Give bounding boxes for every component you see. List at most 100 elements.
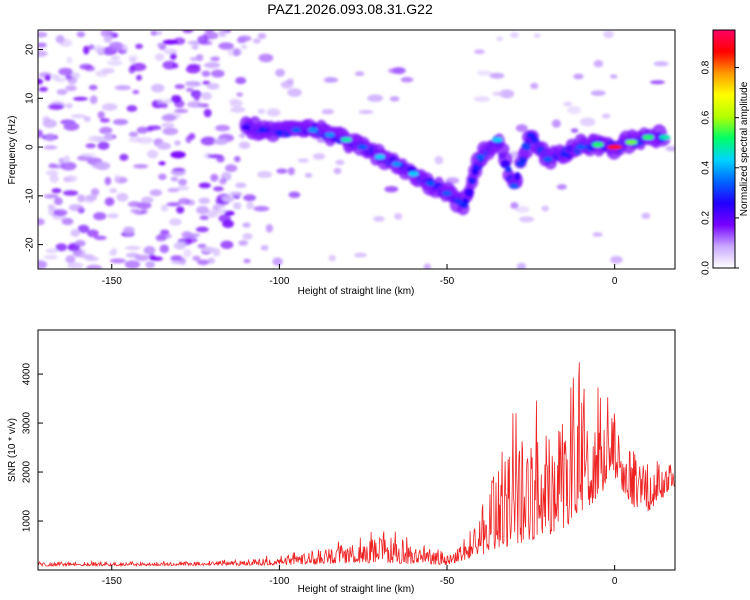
ridge-peak — [391, 161, 402, 167]
noise-blob — [65, 255, 76, 264]
noise-blob — [195, 226, 209, 233]
noise-blob — [130, 208, 141, 214]
noise-blob — [235, 77, 247, 85]
noise-blob — [38, 42, 47, 48]
noise-blob — [170, 176, 179, 182]
noise-blob — [220, 240, 234, 249]
noise-blob — [193, 92, 200, 101]
noise-blob — [150, 256, 163, 262]
noise-blob — [38, 218, 45, 226]
noise-blob — [155, 234, 167, 242]
noise-blob — [224, 210, 235, 216]
noise-blob — [198, 182, 211, 189]
noise-blob — [266, 108, 281, 117]
noise-blob — [157, 42, 164, 47]
noise-blob — [112, 118, 129, 126]
ridge-core — [464, 188, 474, 197]
ridge-peak — [258, 127, 268, 133]
noise-blob — [183, 248, 192, 258]
noise-blob — [257, 171, 273, 178]
noise-blob — [593, 59, 604, 68]
noise-blob — [177, 185, 190, 191]
noise-blob — [176, 206, 185, 214]
noise-blob — [120, 44, 128, 53]
snr-ytick-label: 2000 — [22, 460, 33, 483]
snr-frame — [37, 329, 676, 571]
noise-blob — [126, 105, 138, 112]
noise-blob — [499, 89, 515, 99]
noise-blob — [104, 176, 112, 186]
noise-blob — [83, 45, 90, 55]
spectrogram-frame — [37, 29, 676, 270]
noise-blob — [219, 178, 227, 185]
ridge-peak — [358, 144, 369, 150]
ridge-peak — [408, 171, 419, 177]
noise-blob — [211, 69, 225, 78]
snr-xtick-label: -50 — [440, 576, 455, 587]
spectrogram-ytick-label: 20 — [25, 44, 36, 56]
noise-blob — [97, 141, 110, 150]
noise-blob — [63, 155, 71, 163]
noise-blob — [287, 88, 302, 97]
noise-blob — [54, 197, 63, 206]
noise-blob — [258, 53, 274, 63]
noise-blob — [665, 145, 675, 152]
noise-blob — [67, 77, 78, 85]
noise-blob — [123, 226, 135, 236]
noise-blob — [321, 108, 334, 115]
snr-xlabel: Height of straight line (km) — [298, 584, 415, 595]
noise-blob — [111, 247, 118, 256]
spectrogram-xtick-label: -50 — [440, 276, 455, 287]
colorbar-tick-label: 0.6 — [701, 110, 712, 124]
snr-xtick-label: 0 — [612, 576, 618, 587]
snr-xtick-label: -150 — [102, 576, 122, 587]
noise-blob — [224, 164, 238, 173]
noise-blob — [130, 62, 147, 72]
noise-blob — [38, 86, 48, 92]
noise-blob — [235, 182, 247, 188]
noise-blob — [239, 133, 246, 139]
noise-blob — [510, 31, 519, 39]
noise-blob — [541, 205, 549, 212]
ridge-peak — [542, 156, 553, 162]
spectrogram-xtick-label: 0 — [612, 276, 618, 287]
noise-blob — [170, 255, 183, 262]
noise-blob — [253, 205, 270, 212]
noise-blob — [162, 39, 178, 45]
noise-blob — [110, 55, 121, 60]
noise-blob — [265, 224, 274, 233]
noise-blob — [567, 105, 582, 115]
heatmap-cells — [38, 30, 675, 269]
noise-blob — [119, 153, 129, 161]
noise-blob — [197, 35, 209, 44]
noise-blob — [157, 98, 166, 105]
noise-blob — [58, 157, 65, 165]
noise-blob — [99, 126, 113, 135]
noise-blob — [218, 30, 227, 36]
ridge-peak — [340, 137, 352, 143]
noise-blob — [124, 245, 141, 251]
noise-blob — [65, 85, 77, 92]
noise-blob — [191, 45, 199, 50]
noise-blob — [218, 42, 234, 50]
noise-blob — [170, 95, 182, 103]
noise-blob — [257, 33, 267, 40]
noise-blob — [166, 202, 181, 207]
spectrogram-ytick-label: 0 — [25, 144, 36, 150]
spectrogram-xtick-label: -150 — [102, 276, 122, 287]
noise-blob — [63, 122, 80, 131]
noise-blob — [243, 258, 251, 264]
noise-blob — [38, 31, 48, 38]
noise-blob — [103, 34, 113, 43]
snr-ytick-label: 1000 — [22, 509, 33, 532]
noise-blob — [230, 106, 246, 113]
spectrogram-ytick-label: -10 — [25, 188, 36, 203]
noise-blob — [72, 96, 88, 101]
noise-blob — [145, 261, 156, 269]
noise-blob — [178, 178, 187, 186]
noise-blob — [158, 161, 166, 166]
noise-blob — [96, 164, 107, 169]
noise-blob — [38, 50, 48, 57]
noise-blob — [58, 67, 73, 76]
noise-blob — [53, 209, 68, 217]
